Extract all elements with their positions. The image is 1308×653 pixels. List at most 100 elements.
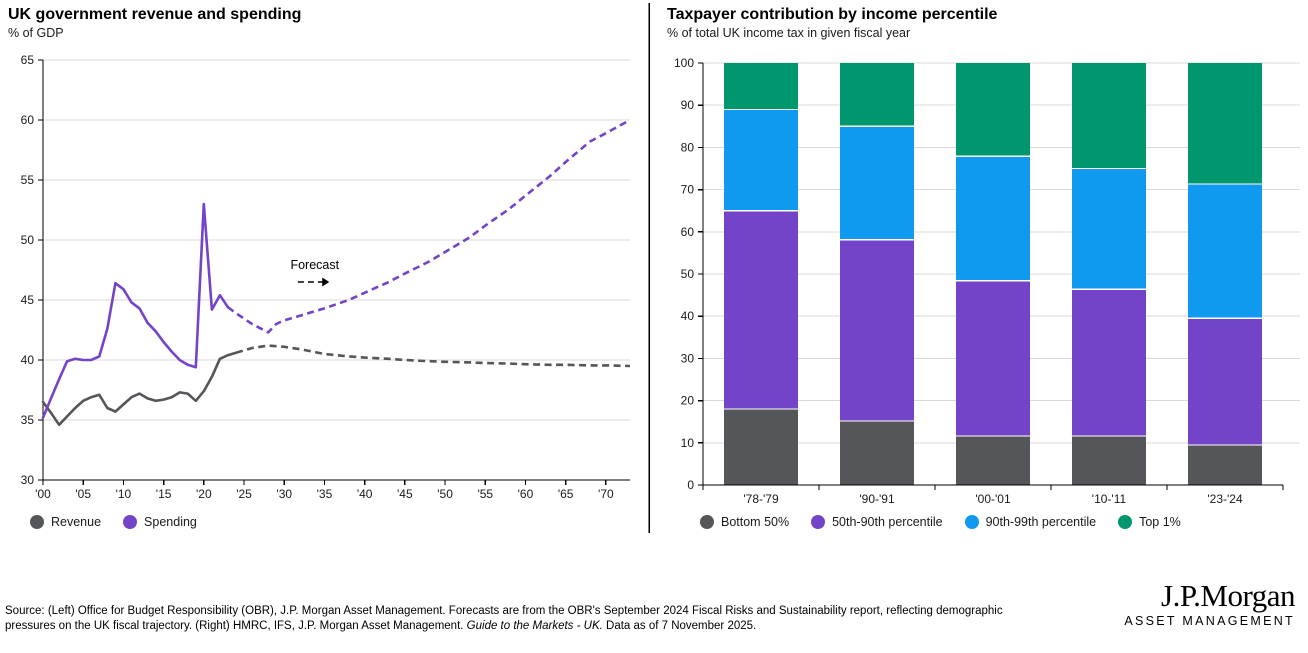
svg-text:50: 50	[21, 233, 35, 247]
svg-text:45: 45	[21, 293, 35, 307]
legend-label-90-99: 90th-99th percentile	[985, 515, 1097, 529]
svg-text:Forecast: Forecast	[290, 258, 339, 272]
bottom50-swatch	[700, 515, 714, 529]
svg-text:30: 30	[681, 351, 695, 365]
svg-text:35: 35	[21, 413, 35, 427]
legend-item-90-99: 90th-99th percentile	[964, 515, 1097, 529]
svg-text:'00: '00	[35, 487, 51, 501]
svg-text:60: 60	[21, 113, 35, 127]
bar-segment	[1188, 318, 1262, 445]
bar-segment	[840, 239, 914, 421]
svg-text:'50: '50	[437, 487, 453, 501]
bar-segment	[1188, 184, 1262, 319]
svg-text:0: 0	[687, 478, 694, 492]
source-note: Source: (Left) Office for Budget Respons…	[5, 604, 1045, 634]
bar-segment	[956, 436, 1030, 485]
spending-swatch	[123, 515, 138, 529]
svg-text:80: 80	[681, 140, 695, 154]
legend-label-50-90: 50th-90th percentile	[832, 515, 943, 529]
bar-segment	[1188, 444, 1262, 485]
svg-text:'60: '60	[518, 487, 534, 501]
legend-item-spending: Spending	[123, 515, 197, 529]
svg-text:'05: '05	[75, 487, 91, 501]
svg-text:'25: '25	[236, 487, 252, 501]
bar-segment	[840, 420, 914, 485]
source-line-2-suffix: Data as of 7 November 2025.	[602, 620, 757, 632]
svg-text:100: 100	[674, 56, 694, 70]
p90-99-swatch	[964, 515, 979, 529]
left-chart-legend: Revenue Spending	[30, 515, 197, 529]
svg-text:55: 55	[21, 173, 35, 187]
legend-label-top1: Top 1%	[1139, 515, 1181, 529]
bar-segment	[956, 63, 1030, 157]
left-chart-title: UK government revenue and spending	[8, 6, 302, 23]
jpmorgan-logo: J.P.Morgan ASSET MANAGEMENT	[1124, 578, 1295, 629]
stacked-bars	[724, 63, 1262, 485]
svg-text:30: 30	[21, 473, 35, 487]
legend-item-bottom50: Bottom 50%	[700, 515, 789, 529]
left-chart-plot: 30 35 40 45 50 55 60 65 '00 '05 '10 '15 '20 '25 '30 '35…	[21, 53, 631, 501]
right-chart-legend: Bottom 50% 50th-90th percentile 90th-99t…	[700, 515, 1181, 529]
source-publication-name: Guide to the Markets - UK.	[466, 620, 603, 632]
bar-segment	[724, 210, 798, 410]
svg-text:'65: '65	[558, 487, 574, 501]
svg-text:40: 40	[21, 353, 35, 367]
jpmorgan-wordmark: J.P.Morgan	[1161, 578, 1295, 613]
right-chart-title: Taxpayer contribution by income percenti…	[667, 6, 998, 23]
legend-label-revenue: Revenue	[51, 515, 102, 529]
legend-label-spending: Spending	[144, 515, 197, 529]
svg-text:'55: '55	[477, 487, 493, 501]
bar-segment	[1072, 436, 1146, 485]
svg-text:50: 50	[681, 267, 695, 281]
svg-text:'20: '20	[196, 487, 212, 501]
revenue-line	[41, 344, 631, 427]
revenue-swatch	[30, 515, 44, 529]
svg-text:'40: '40	[357, 487, 373, 501]
legend-item-top1: Top 1%	[1118, 515, 1181, 529]
source-line-1: Source: (Left) Office for Budget Respons…	[5, 605, 1003, 617]
svg-text:10: 10	[681, 436, 695, 450]
source-line-2-prefix: pressures on the UK fiscal trajectory. (…	[5, 620, 467, 632]
svg-text:65: 65	[21, 53, 35, 67]
bar-segment	[956, 156, 1030, 281]
svg-text:'90-'91: '90-'91	[859, 492, 895, 506]
svg-text:'35: '35	[317, 487, 333, 501]
bar-segment	[724, 109, 798, 211]
svg-text:60: 60	[681, 225, 695, 239]
source-line-2: pressures on the UK fiscal trajectory. (…	[5, 619, 1045, 634]
bar-segment	[840, 126, 914, 240]
legend-item-50-90: 50th-90th percentile	[811, 515, 943, 529]
svg-text:'10-'11: '10-'11	[1092, 492, 1127, 506]
svg-text:20: 20	[681, 394, 695, 408]
svg-text:40: 40	[681, 309, 695, 323]
svg-text:'00-'01: '00-'01	[975, 492, 1011, 506]
bar-segment	[1072, 63, 1146, 169]
forecast-annotation: Forecast	[290, 258, 340, 287]
svg-text:'78-'79: '78-'79	[743, 492, 779, 506]
bar-segment	[956, 280, 1030, 437]
legend-label-bottom50: Bottom 50%	[721, 515, 790, 529]
bar-segment	[724, 63, 798, 110]
bar-segment	[840, 63, 914, 127]
bar-segment	[724, 409, 798, 485]
top1-swatch	[1118, 515, 1133, 529]
right-chart-plot: '78-'79 '90-'91 '00-'01 '10-'11 '23-'24 0 10 20…	[674, 56, 1300, 506]
legend-item-revenue: Revenue	[30, 515, 101, 529]
spending-line	[41, 118, 631, 419]
svg-text:90: 90	[681, 98, 695, 112]
bar-segment	[1188, 63, 1262, 185]
asset-management-wordmark: ASSET MANAGEMENT	[1124, 614, 1295, 628]
p50-90-swatch	[811, 515, 826, 529]
right-chart-subtitle: % of total UK income tax in given fiscal…	[667, 26, 911, 40]
svg-text:'23-'24: '23-'24	[1207, 492, 1243, 506]
svg-text:'45: '45	[397, 487, 413, 501]
left-chart-subtitle: % of GDP	[8, 26, 64, 40]
bar-segment	[1072, 168, 1146, 290]
svg-text:70: 70	[681, 183, 695, 197]
svg-text:'10: '10	[116, 487, 132, 501]
svg-text:'30: '30	[276, 487, 292, 501]
svg-text:'70: '70	[598, 487, 614, 501]
svg-text:'15: '15	[156, 487, 172, 501]
